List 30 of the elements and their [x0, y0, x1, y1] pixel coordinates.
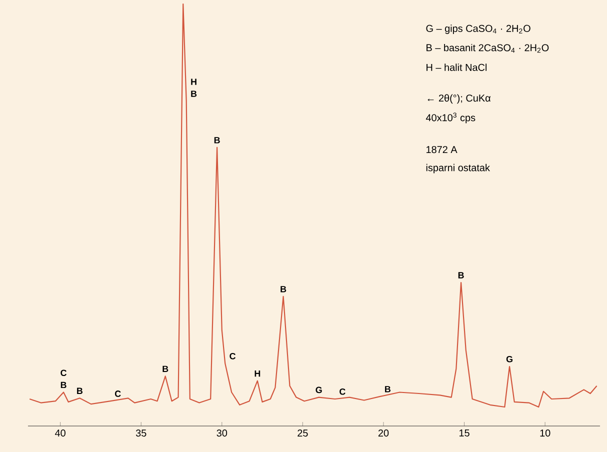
x-tick-label: 35	[136, 430, 146, 437]
annotation: H	[191, 78, 196, 85]
annotation: H – halit NaCl	[426, 64, 487, 71]
annotation: G – gips CaSO$_{4}$ · 2H$_{2}$O	[426, 24, 530, 34]
annotation: C	[230, 352, 236, 360]
annotation: 1872 A	[426, 146, 458, 154]
annotation: B – basanit 2CaSO$_{4}$ · 2H$_{2}$O	[426, 44, 549, 53]
x-tick-label: 25	[298, 430, 308, 437]
x-tick-label: 30	[216, 430, 228, 437]
annotation: B	[385, 386, 391, 392]
x-tick-label: 20	[378, 430, 389, 437]
x-tick-label: 15	[459, 430, 470, 436]
x-tick-label: 10	[540, 430, 550, 437]
annotation: B	[60, 382, 66, 388]
x-tick-label: 40	[55, 430, 66, 437]
annotation: H	[254, 370, 260, 377]
annotation: C	[60, 370, 67, 376]
annotation: C	[340, 388, 346, 395]
annotation: G	[316, 386, 322, 394]
annotation: B	[77, 388, 83, 394]
annotation: B	[214, 137, 220, 144]
annotation: B	[191, 90, 197, 97]
annotation: isparni ostatak	[426, 164, 490, 174]
annotation: 40x10$^{3}$ cps	[426, 112, 476, 124]
annotation: C	[114, 390, 121, 397]
annotation: G	[506, 356, 512, 362]
annotation: B	[280, 286, 286, 292]
annotation: B	[162, 366, 168, 372]
annotation: ← 2θ(°); CuKα	[428, 94, 491, 104]
annotation: B	[458, 272, 464, 278]
